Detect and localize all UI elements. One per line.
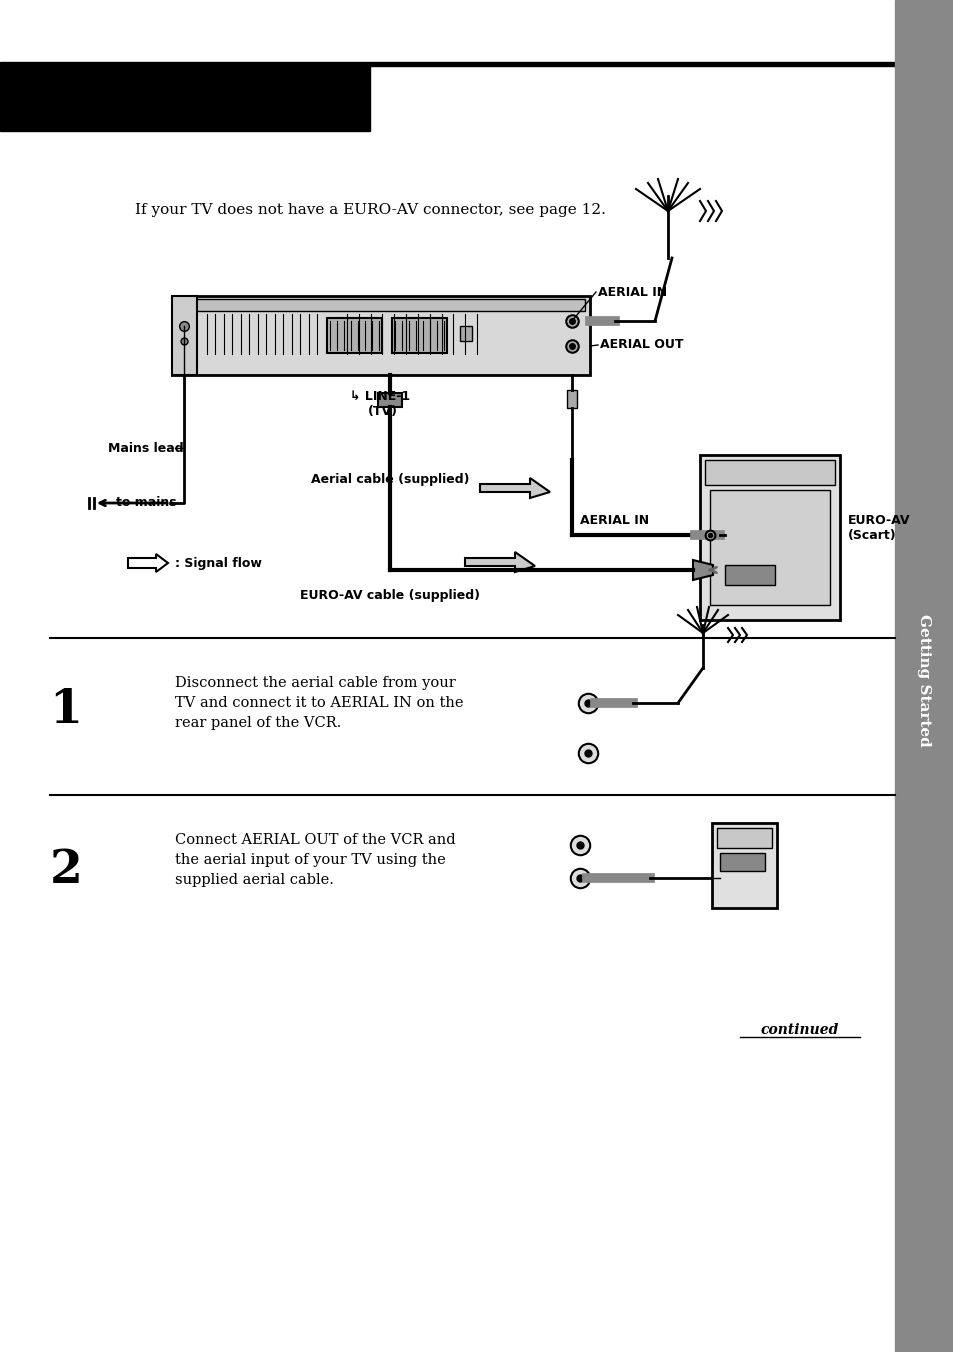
Bar (172, 296, 589, 375)
Polygon shape (479, 479, 550, 498)
Bar (566, 389, 577, 408)
Text: 2: 2 (50, 846, 82, 894)
Text: (TV): (TV) (368, 406, 397, 418)
Text: AERIAL OUT: AERIAL OUT (599, 338, 682, 352)
Text: : Signal flow: : Signal flow (174, 557, 262, 569)
Text: EURO-AV cable (supplied): EURO-AV cable (supplied) (299, 588, 479, 602)
Bar (392, 318, 447, 353)
Text: EURO-AV: EURO-AV (847, 514, 909, 526)
Bar (177, 299, 584, 311)
Text: TV and connect it to AERIAL IN on the: TV and connect it to AERIAL IN on the (174, 696, 463, 710)
Polygon shape (464, 552, 535, 572)
Bar (711, 823, 776, 909)
Bar (894, 0, 953, 1352)
Bar (709, 489, 829, 604)
Polygon shape (128, 554, 168, 572)
Bar (172, 296, 196, 375)
Bar (704, 460, 834, 485)
Bar (459, 326, 472, 341)
Bar (717, 827, 771, 848)
Text: the aerial input of your TV using the: the aerial input of your TV using the (174, 853, 445, 867)
Text: AERIAL IN: AERIAL IN (598, 285, 666, 299)
Text: Getting Started: Getting Started (916, 614, 930, 746)
Text: supplied aerial cable.: supplied aerial cable. (174, 873, 334, 887)
Text: 1: 1 (50, 687, 82, 733)
Text: Connect AERIAL OUT of the VCR and: Connect AERIAL OUT of the VCR and (174, 833, 456, 846)
Text: (Scart): (Scart) (847, 529, 896, 542)
Text: ↳ LINE-1: ↳ LINE-1 (350, 389, 410, 403)
Text: AERIAL IN: AERIAL IN (579, 514, 648, 526)
Bar (377, 393, 401, 407)
Text: to mains: to mains (116, 496, 176, 510)
Bar (0, 62, 894, 66)
Polygon shape (692, 560, 712, 580)
Bar (0, 66, 370, 131)
Text: continued: continued (760, 1023, 839, 1037)
Text: If your TV does not have a EURO-AV connector, see page 12.: If your TV does not have a EURO-AV conne… (135, 203, 605, 218)
Text: Aerial cable (supplied): Aerial cable (supplied) (311, 473, 469, 487)
Bar (724, 565, 774, 585)
Bar (720, 853, 764, 871)
Bar (700, 456, 840, 621)
Bar (327, 318, 381, 353)
Text: Disconnect the aerial cable from your: Disconnect the aerial cable from your (174, 676, 456, 690)
Text: Mains lead: Mains lead (108, 442, 183, 454)
Text: rear panel of the VCR.: rear panel of the VCR. (174, 717, 341, 730)
